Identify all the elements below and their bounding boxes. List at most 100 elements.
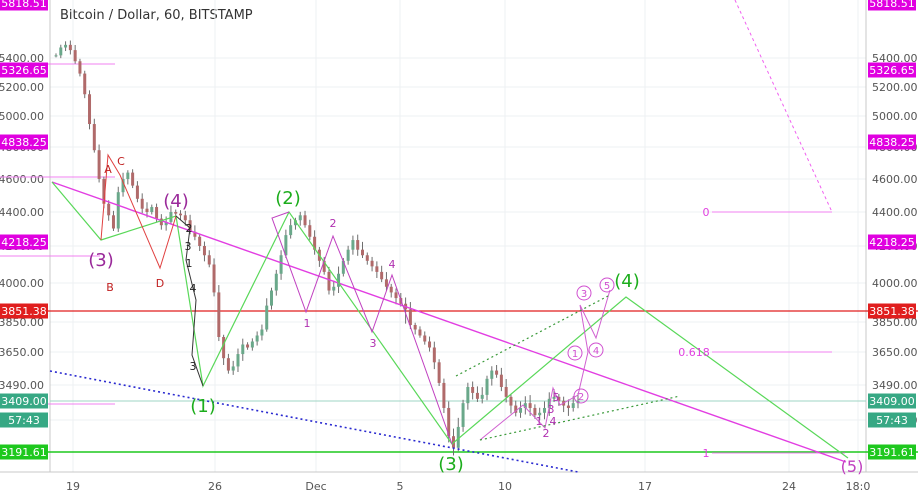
candle-body	[174, 212, 178, 214]
price-tag-left	[0, 393, 48, 409]
wave-label-m2b: 2	[543, 427, 550, 440]
horizontal-levels	[0, 63, 918, 454]
candle-body	[188, 220, 192, 232]
fib-dashed-line	[734, 0, 833, 213]
y-tick-label-left: 4400.00	[0, 206, 44, 219]
price-tag-left-text: 3191.61	[1, 446, 47, 459]
y-tick-label-right: 5000.00	[872, 110, 918, 123]
candle-body	[394, 292, 398, 299]
wave-label-purple-4: (4)	[163, 191, 189, 212]
candle-body	[528, 403, 532, 408]
candle-body	[519, 407, 523, 413]
price-tag-left	[0, 444, 48, 460]
circled-label-text: 5	[604, 281, 610, 292]
candle-body	[150, 207, 154, 212]
price-tag-right	[868, 303, 916, 319]
candle-body	[126, 172, 130, 179]
candle-body	[255, 335, 259, 342]
candle-body	[485, 378, 489, 395]
candle-body	[509, 396, 513, 406]
fib-label-1: 1	[703, 447, 710, 460]
candle-body	[313, 236, 317, 250]
candle-body	[83, 73, 87, 95]
candle-body	[346, 249, 350, 261]
candle-body	[375, 266, 379, 272]
candle-body	[231, 366, 235, 371]
candle-body	[78, 61, 82, 74]
y-tick-label-left: 3490.00	[0, 379, 44, 392]
y-tick-label-left: 3850.00	[0, 316, 44, 329]
candle-body	[250, 341, 254, 348]
candle-body	[423, 335, 427, 342]
x-tick-label: 5	[397, 480, 404, 493]
candle-body	[274, 273, 278, 291]
candle-body	[217, 292, 221, 337]
candle-body	[566, 405, 570, 408]
candle-body	[447, 407, 451, 437]
candle-body	[428, 341, 432, 348]
candle-body	[360, 249, 364, 256]
candle-body	[495, 370, 499, 375]
candle-body	[179, 213, 183, 216]
price-tag-left	[0, 62, 48, 78]
price-tag-left-text: 3409.00	[1, 395, 47, 408]
price-tag-left-text: 4218.25	[1, 236, 47, 249]
price-tag-right-text: 3191.61	[869, 446, 915, 459]
trend-line-blue-dotted	[49, 370, 579, 473]
price-tags: 5818.51 5818.51 5326.65 5326.65 4838.25 4838.…	[0, 0, 916, 460]
price-tag-left	[0, 412, 48, 428]
candle-body	[140, 198, 144, 209]
wave-label-black-1: 1	[186, 257, 193, 270]
candle-body	[121, 179, 125, 193]
candle-body	[538, 412, 542, 416]
price-tag-left	[0, 0, 48, 11]
candle-body	[68, 44, 72, 51]
wave-label-m1b: 1	[536, 415, 543, 428]
candle-body	[222, 337, 226, 359]
chart-grid	[50, 0, 866, 472]
price-tag-right-text: 4218.25	[869, 236, 915, 249]
candle-body	[432, 347, 436, 363]
price-tag-right-text: 5326.65	[869, 64, 915, 77]
candle-body	[202, 246, 206, 256]
candle-body	[159, 218, 163, 226]
price-tag-right	[868, 0, 916, 11]
candle-body	[437, 362, 441, 383]
price-tag-right-text: 5818.51	[869, 0, 915, 10]
wave-label-m4: 4	[389, 258, 396, 271]
wave-label-purple-3: (3)	[88, 250, 114, 271]
candle-body	[542, 407, 546, 413]
candle-body	[557, 396, 561, 401]
wave-label-B: B	[106, 281, 114, 294]
candle-body	[169, 212, 173, 222]
wave-labels: (2)(1)(3)(4)(5)(3)(4)ABCD213432143213451…	[88, 155, 863, 476]
wave-label-3: (3)	[438, 454, 464, 475]
candle-body	[279, 255, 283, 274]
candle-body	[293, 220, 297, 226]
candle-body	[102, 179, 106, 204]
price-tag-left	[0, 303, 48, 319]
wave-line-red-abcd	[100, 153, 177, 270]
y-tick-label-right: 4400.00	[872, 206, 918, 219]
candle-body	[64, 44, 68, 48]
candle-body	[284, 235, 288, 256]
y-tick-label-right: 4000.00	[872, 277, 918, 290]
wave-line-black	[175, 215, 204, 387]
candle-body	[289, 225, 293, 236]
x-tick-label: 26	[208, 480, 222, 493]
wave-label-C: C	[117, 155, 125, 168]
candle-body	[135, 185, 139, 199]
y-tick-label-left: 4000.00	[0, 277, 44, 290]
y-tick-label-left: 5200.00	[0, 81, 44, 94]
candle-body	[145, 208, 149, 212]
candle-body	[552, 396, 556, 399]
candle-body	[471, 386, 475, 393]
price-tag-left-text: 4838.25	[1, 136, 47, 149]
candle-body	[337, 273, 341, 287]
price-tag-left-text: 3851.38	[1, 305, 47, 318]
candle-body	[193, 231, 197, 237]
wave-label-m3b: 3	[548, 403, 555, 416]
candle-body	[547, 398, 551, 408]
price-tag-right	[868, 412, 916, 428]
